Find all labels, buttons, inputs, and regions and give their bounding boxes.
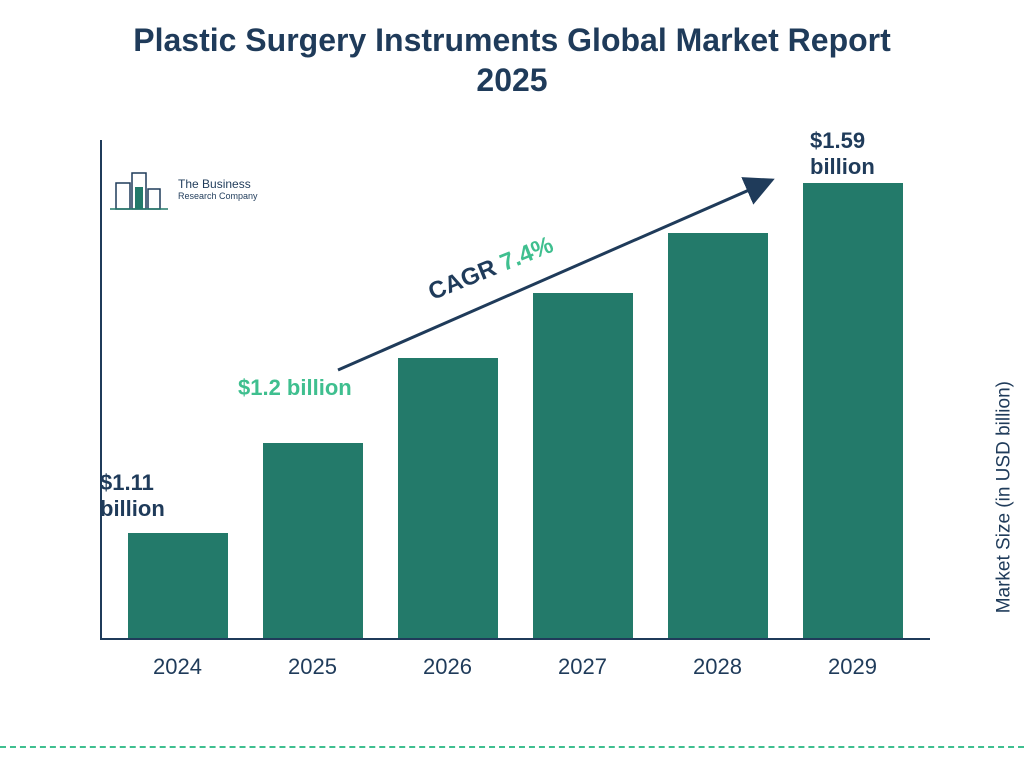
x-label: 2029 <box>798 646 908 680</box>
chart-area: 2024 2025 2026 2027 2028 2029 <box>100 140 930 680</box>
value-label-2024: $1.11 billion <box>100 470 220 523</box>
value-label-2029: $1.59 billion <box>810 128 930 181</box>
bar <box>398 358 498 638</box>
bar-2027 <box>528 293 638 638</box>
bottom-border <box>0 746 1024 748</box>
chart-title: Plastic Surgery Instruments Global Marke… <box>0 20 1024 100</box>
bar-2026 <box>393 358 503 638</box>
bar-2028 <box>663 233 773 638</box>
bars-container <box>100 140 930 638</box>
x-axis <box>100 638 930 640</box>
bar <box>533 293 633 638</box>
bar <box>263 443 363 638</box>
x-label: 2025 <box>258 646 368 680</box>
x-label: 2026 <box>393 646 503 680</box>
y-axis-label: Market Size (in USD billion) <box>993 381 1015 613</box>
bar <box>803 183 903 638</box>
x-label: 2027 <box>528 646 638 680</box>
x-label: 2028 <box>663 646 773 680</box>
value-label-2025: $1.2 billion <box>238 375 358 401</box>
bar-2024 <box>123 533 233 638</box>
bar-2025 <box>258 443 368 638</box>
bar-2029 <box>798 183 908 638</box>
x-labels: 2024 2025 2026 2027 2028 2029 <box>100 646 930 680</box>
bar <box>668 233 768 638</box>
x-label: 2024 <box>123 646 233 680</box>
bar <box>128 533 228 638</box>
